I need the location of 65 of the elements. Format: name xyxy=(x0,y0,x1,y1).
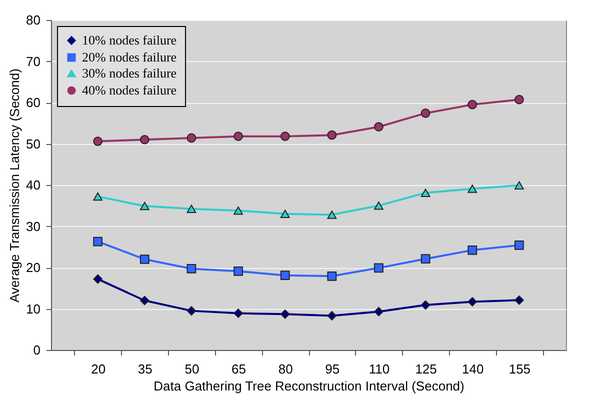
point xyxy=(93,136,102,146)
point xyxy=(186,204,196,214)
point xyxy=(280,309,290,319)
point xyxy=(234,266,243,276)
point xyxy=(514,181,524,190)
y-tick-label: 40 xyxy=(26,178,40,192)
point xyxy=(514,94,524,104)
x-tick-label: 95 xyxy=(325,362,340,376)
point xyxy=(140,202,150,210)
x-tick-label: 35 xyxy=(138,362,152,376)
point xyxy=(234,132,243,141)
point xyxy=(468,245,478,255)
point xyxy=(468,184,478,193)
point xyxy=(514,240,524,250)
point xyxy=(374,202,384,210)
point xyxy=(327,271,337,281)
point xyxy=(93,236,102,246)
x-tick-label: 125 xyxy=(415,362,437,376)
point xyxy=(327,210,337,219)
y-tick-label: 50 xyxy=(26,136,40,152)
point xyxy=(140,254,150,264)
point xyxy=(140,296,150,306)
x-tick-label: 140 xyxy=(462,362,484,376)
point xyxy=(234,206,243,215)
point xyxy=(327,130,337,140)
point xyxy=(468,297,478,306)
x-axis-title: Data Gathering Tree Reconstruction Interval (Second) xyxy=(154,378,464,394)
y-tick-label: 20 xyxy=(26,260,40,275)
legend-label: 10% nodes failure xyxy=(82,32,177,48)
y-tick-label: 0 xyxy=(33,342,40,358)
x-tick-label: 65 xyxy=(232,362,246,376)
point xyxy=(420,188,430,197)
point xyxy=(234,308,243,318)
point xyxy=(280,210,290,218)
point xyxy=(186,264,196,274)
point xyxy=(327,311,337,320)
y-tick-label: 30 xyxy=(26,218,40,234)
y-tick-label: 80 xyxy=(26,12,40,28)
point xyxy=(140,134,150,144)
x-tick-label: 110 xyxy=(368,362,390,376)
legend-label: 40% nodes failure xyxy=(82,82,177,98)
point xyxy=(420,108,430,118)
point xyxy=(514,295,524,305)
point xyxy=(420,300,430,310)
point xyxy=(420,254,430,264)
legend-label: 20% nodes failure xyxy=(82,50,177,64)
y-axis-title: Average Transmission Latency (Second) xyxy=(7,68,22,302)
y-tick-label: 60 xyxy=(26,95,40,110)
legend-label: 30% nodes failure xyxy=(82,66,177,80)
y-tick-label: 10 xyxy=(26,301,40,316)
x-tick-label: 155 xyxy=(508,362,531,376)
point xyxy=(374,306,384,316)
point xyxy=(93,274,102,284)
point xyxy=(280,270,290,280)
point xyxy=(93,192,102,201)
point xyxy=(374,122,384,132)
point xyxy=(186,306,196,316)
x-tick-label: 50 xyxy=(184,362,200,376)
y-tick-label: 70 xyxy=(26,54,40,69)
point xyxy=(374,263,384,273)
point xyxy=(186,133,196,143)
point xyxy=(280,132,290,141)
x-tick-label: 20 xyxy=(91,362,106,376)
x-tick-label: 80 xyxy=(278,362,293,376)
point xyxy=(468,100,478,110)
